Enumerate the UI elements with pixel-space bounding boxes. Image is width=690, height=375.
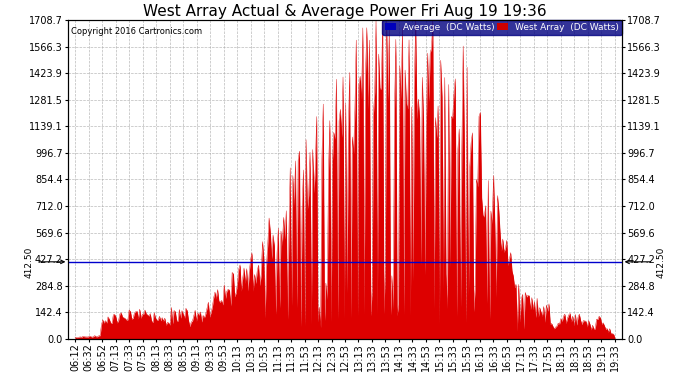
- Text: 412.50: 412.50: [626, 246, 665, 278]
- Legend: Average  (DC Watts), West Array  (DC Watts): Average (DC Watts), West Array (DC Watts…: [382, 20, 622, 35]
- Text: Copyright 2016 Cartronics.com: Copyright 2016 Cartronics.com: [71, 27, 202, 36]
- Title: West Array Actual & Average Power Fri Aug 19 19:36: West Array Actual & Average Power Fri Au…: [144, 4, 546, 19]
- Text: 412.50: 412.50: [25, 246, 64, 278]
